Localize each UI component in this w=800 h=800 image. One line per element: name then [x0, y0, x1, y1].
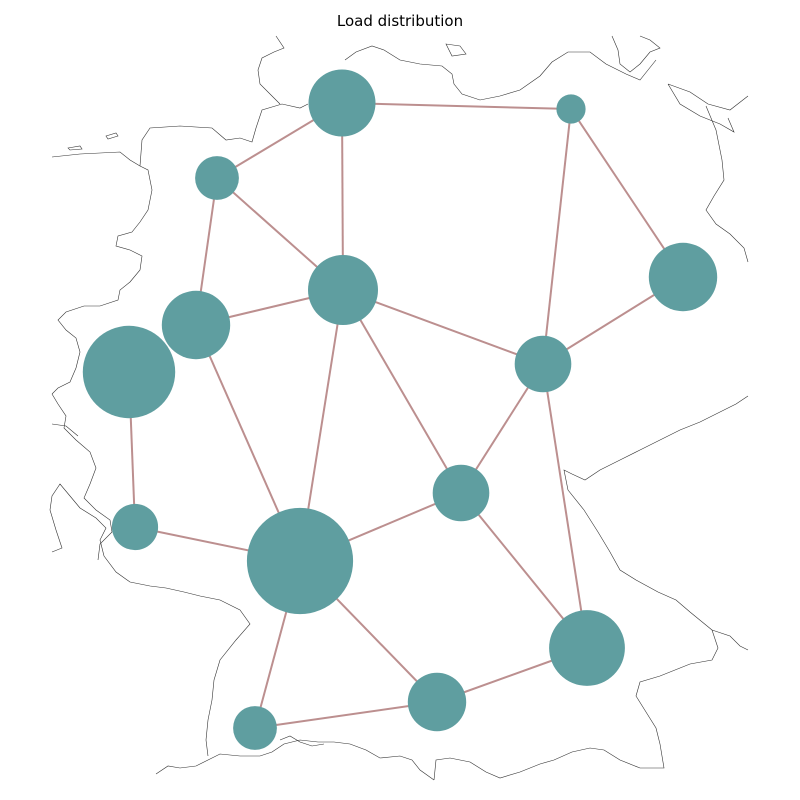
node-west [82, 325, 176, 419]
node-southeast [549, 610, 625, 686]
coastline-denmark [257, 35, 285, 105]
border-benelux [51, 393, 113, 561]
node-far-south [233, 706, 277, 750]
node-center-east [514, 335, 572, 393]
island-1 [67, 145, 83, 151]
coastline-north-sea [51, 151, 153, 395]
line-n-center-east-n-southeast [542, 363, 588, 649]
line-n-northeast-n-center-east [542, 108, 572, 365]
node-center [308, 255, 378, 325]
node-northeast [556, 94, 586, 124]
page-title: Load distribution [336, 12, 464, 30]
node-south [407, 672, 467, 732]
border-france [49, 483, 251, 757]
island-2 [105, 132, 119, 140]
border-east [667, 83, 749, 263]
node-south-main [246, 507, 354, 615]
node-southwest [111, 503, 159, 551]
line-n-north-n-northeast [341, 102, 572, 110]
country-borders [49, 35, 749, 781]
line-n-center-n-center-south [342, 289, 462, 494]
node-north [308, 69, 376, 137]
line-n-center-n-center-east [342, 289, 544, 365]
island-ruegen [611, 35, 661, 73]
border-austria-east [711, 629, 749, 651]
island-small-baltic [445, 43, 467, 57]
node-west-upper [161, 290, 231, 360]
line-n-south-n-far-south [254, 701, 438, 729]
lake-constance [279, 735, 325, 747]
node-center-south [432, 464, 490, 522]
node-east [648, 242, 718, 312]
node-northwest [195, 156, 239, 200]
border-czech [563, 395, 749, 631]
load-nodes [82, 69, 718, 750]
coastline-baltic [344, 45, 657, 101]
border-switzerland [155, 739, 435, 781]
border-austria [433, 629, 719, 781]
border-lux [51, 423, 79, 437]
coastline-jutland [139, 103, 309, 167]
